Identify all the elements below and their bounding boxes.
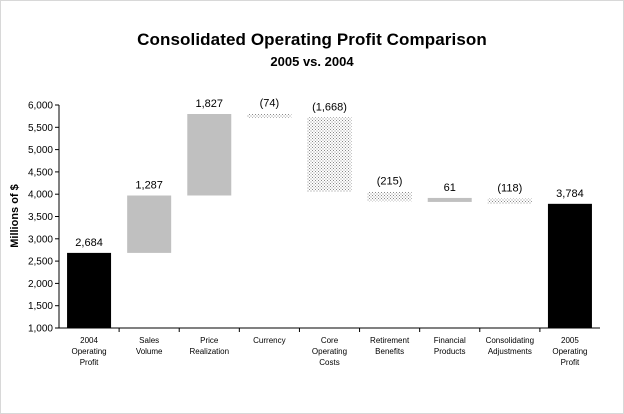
- x-tick-label: Realization: [189, 347, 229, 356]
- bar-retirement-benefits: [367, 191, 412, 202]
- bar-core-operating-costs: [307, 117, 352, 192]
- data-label: 2,684: [75, 237, 103, 249]
- x-tick-label: 2005: [561, 336, 579, 345]
- data-label: (74): [260, 98, 280, 110]
- bar-2005-operating-profit: [547, 203, 592, 328]
- y-tick-label: 1,500: [28, 301, 53, 312]
- bar-2004-operating-profit: [67, 252, 112, 328]
- x-tick-label: Core: [321, 336, 339, 345]
- x-tick-label: Benefits: [375, 347, 404, 356]
- y-tick-label: 1,000: [28, 324, 53, 335]
- x-tick-label: Products: [434, 347, 466, 356]
- x-tick-label: Adjustments: [488, 347, 532, 356]
- data-label: (1,668): [312, 101, 347, 113]
- y-tick-label: 4,500: [28, 167, 53, 178]
- x-tick-label: 2004: [80, 336, 98, 345]
- x-tick-label: Profit: [80, 358, 99, 367]
- y-tick-label: 3,000: [28, 234, 53, 245]
- data-label: 1,287: [135, 179, 163, 191]
- data-label: 61: [444, 182, 456, 194]
- x-tick-label: Operating: [71, 347, 106, 356]
- bar-currency: [247, 113, 292, 118]
- y-tick-label: 2,500: [28, 257, 53, 268]
- x-tick-label: Financial: [434, 336, 466, 345]
- y-tick-label: 3,500: [28, 212, 53, 223]
- y-tick-label: 6,000: [28, 101, 53, 112]
- y-tick-label: 5,000: [28, 145, 53, 156]
- x-tick-label: Retirement: [370, 336, 410, 345]
- y-tick-label: 5,500: [28, 123, 53, 134]
- x-tick-label: Volume: [136, 347, 163, 356]
- y-tick-label: 4,000: [28, 190, 53, 201]
- x-tick-label: Operating: [552, 347, 587, 356]
- data-label: 1,827: [196, 98, 224, 110]
- y-tick-label: 2,000: [28, 279, 53, 290]
- x-tick-label: Price: [200, 336, 219, 345]
- x-tick-label: Consolidating: [486, 336, 534, 345]
- bar-consolidating-adjustments: [487, 198, 532, 204]
- x-tick-label: Costs: [319, 358, 339, 367]
- x-tick-label: Operating: [312, 347, 347, 356]
- y-axis-label: Millions of $: [9, 184, 21, 248]
- bar-price-realization: [187, 114, 232, 196]
- x-tick-label: Currency: [253, 336, 285, 345]
- data-label: (215): [377, 176, 403, 188]
- data-label: 3,784: [556, 188, 584, 200]
- chart-title: Consolidated Operating Profit Comparison: [137, 30, 487, 49]
- x-tick-label: Profit: [561, 358, 580, 367]
- data-label: (118): [497, 183, 522, 195]
- bar-financial-products: [427, 197, 472, 202]
- x-tick-label: Sales: [139, 336, 159, 345]
- bar-sales-volume: [127, 195, 172, 253]
- chart-subtitle: 2005 vs. 2004: [270, 54, 354, 69]
